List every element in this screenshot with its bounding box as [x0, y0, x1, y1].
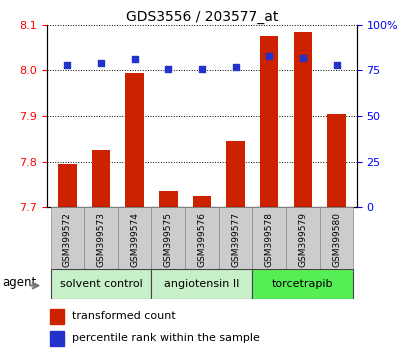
- Bar: [117, 207, 151, 269]
- Point: [97, 60, 104, 66]
- Text: GSM399578: GSM399578: [264, 212, 273, 267]
- Text: GSM399574: GSM399574: [130, 212, 139, 267]
- Bar: [58, 164, 76, 207]
- Text: GSM399572: GSM399572: [63, 212, 72, 267]
- Bar: [50, 309, 64, 324]
- Point: [333, 62, 339, 68]
- Bar: [151, 269, 252, 299]
- Bar: [125, 73, 144, 207]
- Text: GSM399577: GSM399577: [231, 212, 240, 267]
- Text: GSM399573: GSM399573: [96, 212, 105, 267]
- Bar: [50, 207, 84, 269]
- Bar: [218, 207, 252, 269]
- Bar: [326, 114, 345, 207]
- Point: [164, 66, 171, 72]
- Bar: [92, 150, 110, 207]
- Text: GSM399580: GSM399580: [331, 212, 340, 267]
- Point: [198, 66, 205, 72]
- Bar: [319, 207, 353, 269]
- Text: transformed count: transformed count: [72, 312, 175, 321]
- Point: [265, 53, 272, 59]
- Text: percentile rank within the sample: percentile rank within the sample: [72, 333, 259, 343]
- Text: GSM399576: GSM399576: [197, 212, 206, 267]
- Bar: [184, 207, 218, 269]
- Point: [232, 64, 238, 69]
- Bar: [226, 141, 244, 207]
- Bar: [293, 32, 311, 207]
- Bar: [252, 269, 353, 299]
- Bar: [151, 207, 184, 269]
- Bar: [192, 196, 211, 207]
- Bar: [50, 269, 151, 299]
- Text: agent: agent: [2, 276, 36, 289]
- Bar: [285, 207, 319, 269]
- Bar: [159, 191, 177, 207]
- Point: [131, 57, 137, 62]
- Text: solvent control: solvent control: [59, 279, 142, 289]
- Text: torcetrapib: torcetrapib: [272, 279, 333, 289]
- Point: [299, 55, 306, 61]
- Bar: [259, 36, 278, 207]
- Text: GSM399579: GSM399579: [298, 212, 307, 267]
- Text: GSM399575: GSM399575: [163, 212, 172, 267]
- Bar: [252, 207, 285, 269]
- Title: GDS3556 / 203577_at: GDS3556 / 203577_at: [126, 10, 277, 24]
- Bar: [50, 331, 64, 346]
- Point: [64, 62, 70, 68]
- Bar: [84, 207, 117, 269]
- Text: angiotensin II: angiotensin II: [164, 279, 239, 289]
